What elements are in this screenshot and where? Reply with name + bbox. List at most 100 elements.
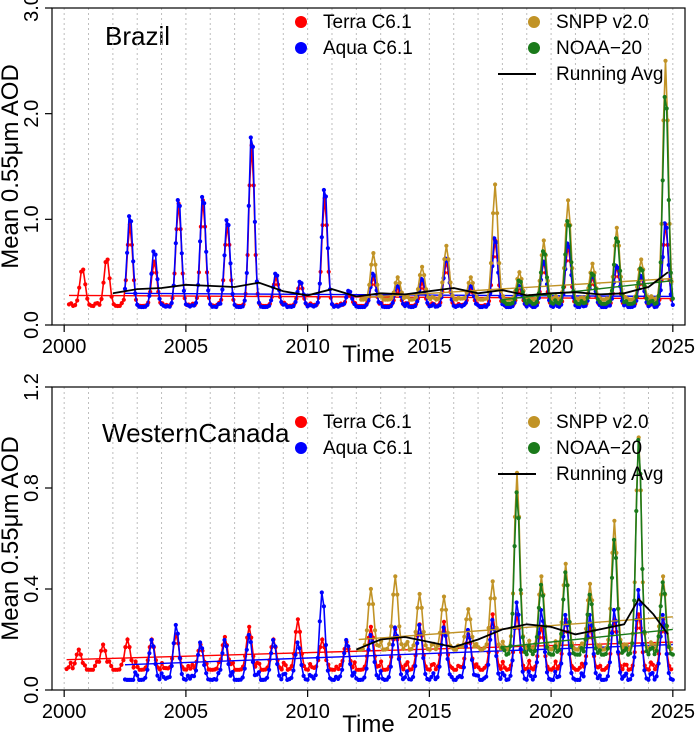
noaa-20-point <box>646 652 651 657</box>
aqua-c6-1-point <box>198 239 203 244</box>
aqua-c6-1-point <box>494 653 499 659</box>
aqua-c6-1-point <box>445 656 450 662</box>
snpp-v2-0-point <box>427 647 432 652</box>
aqua-c6-1-point <box>502 673 507 678</box>
aqua-c6-1-point <box>317 619 322 624</box>
aqua-c6-1-point <box>490 617 495 623</box>
aqua-c6-1-point <box>579 671 584 676</box>
noaa-20-point <box>660 178 665 183</box>
aqua-c6-1-point <box>145 667 150 672</box>
snpp-v2-0-point <box>490 579 495 584</box>
snpp-v2-0-point <box>395 275 400 280</box>
aqua-c6-1-point <box>191 674 197 679</box>
noaa-20-point <box>557 648 562 653</box>
aqua-c6-1-point <box>348 289 353 294</box>
noaa-20-point <box>567 619 572 624</box>
snpp-v2-0-point <box>366 602 371 607</box>
aqua-c6-1-point <box>311 676 316 681</box>
snpp-v2-0-point <box>368 586 373 592</box>
terra-c6-1-point <box>308 662 313 667</box>
noaa-20-point <box>636 437 641 443</box>
snpp-v2-0-point <box>372 628 378 633</box>
aqua-c6-1-point <box>605 674 611 679</box>
x-tick-label: 2005 <box>164 701 209 723</box>
aqua-c6-1-point <box>660 612 665 618</box>
terra-c6-1-point <box>624 662 629 667</box>
noaa-20-point <box>666 197 671 203</box>
aqua-c6-1-point <box>567 651 572 657</box>
noaa-20-point <box>551 301 556 306</box>
x-axis-label: Time <box>342 711 394 738</box>
terra-c6-1-point <box>506 667 511 672</box>
noaa-20-point <box>632 598 637 603</box>
legend-marker-noaa-20 <box>528 42 540 54</box>
aqua-c6-1-point <box>553 669 558 674</box>
noaa-20-point <box>644 296 649 301</box>
aqua-c6-1-point <box>344 295 349 300</box>
terra-c6-1-point <box>107 659 112 664</box>
snpp-v2-0-point <box>614 225 619 230</box>
snpp-v2-0-point <box>422 273 427 278</box>
aqua-c6-1-point <box>486 302 491 307</box>
terra-c6-1-point <box>101 642 106 647</box>
snpp-v2-0-point <box>436 296 441 301</box>
aqua-c6-1-point <box>346 644 351 649</box>
terra-c6-1-point <box>129 658 134 663</box>
noaa-20-point <box>563 252 568 257</box>
x-tick-label: 2015 <box>407 701 452 723</box>
terra-c6-1-point <box>320 637 325 642</box>
aqua-c6-1-point <box>431 671 436 676</box>
aqua-c6-1-point <box>283 671 288 676</box>
aqua-c6-1-point <box>321 187 326 193</box>
noaa-20-point <box>579 646 584 651</box>
aqua-c6-1-point <box>149 271 154 276</box>
noaa-20-point <box>613 555 619 561</box>
terra-c6-1-point <box>368 624 373 629</box>
aqua-c6-1-point <box>364 666 369 671</box>
terra-c6-1-point <box>441 619 447 624</box>
aqua-c6-1-point <box>488 637 493 642</box>
aqua-c6-1-point <box>291 668 296 673</box>
brazil-panel: Brazil 2000 2005 2010 2015 2020 2025 0.0 1.0 2.0… <box>0 0 695 368</box>
y-tick-label: 1.2 <box>21 373 43 401</box>
snpp-v2-0-point <box>462 295 467 300</box>
noaa-20-point <box>654 648 659 653</box>
terra-c6-1-point <box>620 667 625 672</box>
snpp-v2-0-point <box>385 646 390 651</box>
aqua-c6-1-point <box>173 622 178 628</box>
aqua-c6-1-point <box>269 651 274 656</box>
snpp-v2-0-point <box>391 592 396 597</box>
terra-c6-1-point <box>527 658 532 664</box>
aqua-c6-1-point <box>597 673 602 678</box>
noaa-20-trend-line <box>502 279 673 301</box>
aqua-c6-1-point <box>157 296 162 301</box>
plot-frame <box>51 386 686 691</box>
data-layer <box>66 58 675 310</box>
aqua-c6-1-point <box>293 299 298 305</box>
region-label: WesternCanada <box>102 418 290 448</box>
snpp-v2-0-point <box>417 273 423 278</box>
legend-marker-terra-c6-1 <box>295 16 307 28</box>
noaa-20-point <box>664 623 669 628</box>
snpp-v2-0-trend-line <box>358 616 673 641</box>
snpp-v2-0-point <box>474 642 479 647</box>
y-tick-label: 1.0 <box>21 205 43 233</box>
aqua-c6-1-point <box>392 625 397 630</box>
terra-c6-1-point <box>97 302 102 307</box>
aqua-c6-1-point <box>581 674 586 679</box>
terra-c6-1-point <box>117 667 122 672</box>
aqua-c6-1-point <box>218 301 223 306</box>
terra-c6-1-point <box>105 257 110 262</box>
aqua-c6-1-point <box>299 662 304 668</box>
snpp-v2-0-point <box>488 596 493 601</box>
aqua-c6-1-point <box>147 293 152 298</box>
y-tick-label: 0.8 <box>21 474 43 502</box>
snpp-v2-0-point <box>376 643 382 648</box>
aqua-c6-1-point <box>642 668 647 673</box>
terra-c6-1-point <box>78 652 83 657</box>
noaa-20-point <box>565 583 570 588</box>
snpp-v2-0-point <box>375 282 380 287</box>
noaa-20-point <box>544 275 550 280</box>
aqua-c6-1-point <box>615 649 621 655</box>
